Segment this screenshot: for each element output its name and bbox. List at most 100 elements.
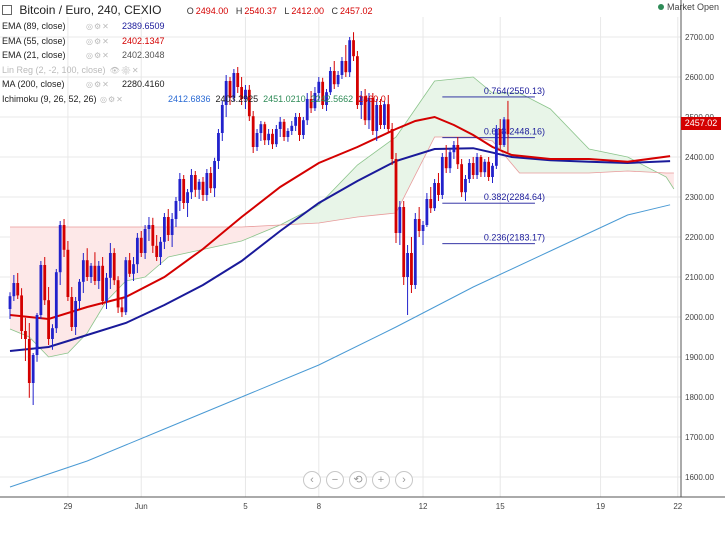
indicator-controls-icon[interactable]: ◎⚙✕: [86, 22, 110, 31]
indicator-row-ichimoku[interactable]: Ichimoku (9, 26, 52, 26) ◎⚙✕ 2412.6836 2403…: [2, 92, 386, 107]
price-tick-label: 2300.00: [685, 193, 714, 202]
indicator-label: EMA (21, close): [2, 50, 66, 61]
candle-body: [502, 119, 506, 145]
time-tick-label: 19: [596, 502, 605, 511]
candle-body: [348, 40, 352, 73]
candle-body: [444, 157, 448, 169]
price-tick-label: 2700.00: [685, 33, 714, 42]
candle-body: [494, 129, 498, 166]
indicator-row-ma200[interactable]: MA (200, close) ◎⚙✕ 2280.4160: [2, 77, 386, 92]
candle-body: [413, 219, 417, 285]
indicator-value: 2280.4160: [122, 79, 165, 90]
indicator-row-ema21[interactable]: EMA (21, close) ◎⚙✕ 2402.3048: [2, 48, 386, 63]
candle-body: [352, 40, 355, 57]
indicator-controls-icon[interactable]: 👁⚙✕: [109, 65, 140, 75]
candle-body: [251, 116, 255, 147]
candle-body: [20, 295, 23, 331]
candle-body: [305, 99, 309, 121]
candle-body: [286, 131, 290, 137]
candle-body: [116, 280, 120, 308]
price-tick-label: 2000.00: [685, 313, 714, 322]
bearish-cloud-area: [168, 223, 285, 257]
symbol-title[interactable]: Bitcoin / Euro, 240, CEXIO: [19, 3, 162, 17]
zoom-in-button[interactable]: +: [372, 471, 390, 489]
candle-body: [390, 129, 394, 159]
reset-chart-button[interactable]: ⟲: [349, 471, 367, 489]
scroll-right-button[interactable]: ›: [395, 471, 413, 489]
candle-body: [147, 225, 151, 229]
candle-body: [43, 265, 47, 301]
candle-body: [66, 249, 70, 297]
candlestick-series: [8, 32, 510, 405]
candle-body: [159, 241, 162, 257]
price-axis[interactable]: 2700.002600.002500.002400.002300.002200.…: [680, 0, 714, 497]
time-axis[interactable]: 29 Jun 5 8 12 15 19 22: [0, 496, 725, 511]
indicator-controls-icon[interactable]: ◎⚙✕: [86, 36, 110, 46]
candle-body: [421, 225, 425, 231]
candle-body: [178, 179, 182, 201]
candle-body: [135, 237, 139, 265]
indicator-row-ema55[interactable]: EMA (55, close) ◎⚙✕ 2402.1347: [2, 34, 386, 49]
candle-body: [31, 355, 35, 383]
candle-body: [101, 265, 105, 301]
time-tick-label: 29: [63, 502, 72, 511]
candle-body: [278, 121, 282, 129]
moving-average-lines: [9, 115, 671, 488]
indicator-row-ema89[interactable]: EMA (89, close) ◎⚙✕ 2389.6509: [2, 19, 386, 34]
candle-body: [398, 207, 402, 233]
bullish-cloud-area: [284, 77, 659, 225]
candle-body: [93, 265, 97, 281]
price-tick-label: 2200.00: [685, 233, 714, 242]
price-tick-label: 1700.00: [685, 433, 714, 442]
candle-body: [267, 133, 271, 141]
candle-body: [336, 75, 340, 85]
time-tick-label: 5: [243, 502, 248, 511]
candle-body: [467, 163, 471, 179]
symbol-title-row: Bitcoin / Euro, 240, CEXIO O 2494.00 H 254…: [2, 2, 386, 19]
ichimoku-lagging-value: 2451.0210: [263, 93, 306, 104]
fib-level-label: 0.764(2550.13): [484, 86, 545, 96]
candle-body: [39, 265, 43, 315]
scroll-left-button[interactable]: ‹: [303, 471, 321, 489]
indicator-value: 2402.1347: [122, 35, 165, 46]
candle-body: [290, 125, 294, 131]
fib-level-label: 0.618(2448.16): [484, 127, 545, 137]
ema-89-line: [9, 147, 671, 352]
fibonacci-retracement: 0.764(2550.13) 0.618(2448.16) 0.382(2284.6…: [442, 86, 545, 245]
indicator-controls-icon[interactable]: ◎⚙✕: [86, 80, 110, 90]
candle-body: [201, 181, 205, 195]
candle-body: [8, 296, 12, 309]
zoom-out-button[interactable]: −: [326, 471, 344, 489]
candle-body: [240, 87, 243, 99]
candle-body: [62, 225, 66, 250]
indicator-controls-icon[interactable]: ◎⚙✕: [86, 51, 110, 61]
indicator-label: EMA (89, close): [2, 21, 66, 31]
candle-body: [271, 133, 274, 145]
candle-body: [437, 183, 440, 195]
candle-body: [386, 104, 390, 129]
candle-body: [190, 175, 193, 193]
candle-body: [356, 56, 359, 105]
indicator-row-linreg[interactable]: Lin Reg (2, -2, 100, close) 👁⚙✕: [2, 63, 386, 78]
candle-body: [205, 173, 209, 195]
price-tick-label: 2100.00: [685, 273, 714, 282]
candle-body: [236, 73, 240, 87]
candle-body: [47, 300, 50, 339]
bearish-cloud-area: [658, 172, 674, 189]
indicator-controls-icon[interactable]: ◎⚙✕: [100, 94, 124, 104]
ichimoku-span-a-value: 2242.5662: [310, 93, 354, 104]
candle-body: [24, 331, 27, 339]
candle-body: [402, 207, 406, 277]
candle-body: [375, 105, 379, 131]
candle-body: [255, 133, 259, 147]
candle-body: [317, 81, 321, 93]
time-tick-label: 22: [673, 502, 682, 511]
candle-body: [182, 179, 186, 203]
candle-body: [498, 129, 502, 145]
ohlc-high-key: H: [235, 6, 243, 16]
price-tick-label: 1900.00: [685, 353, 714, 362]
candle-body: [58, 225, 62, 273]
collapse-icon[interactable]: [2, 5, 12, 15]
candle-body: [120, 307, 124, 313]
